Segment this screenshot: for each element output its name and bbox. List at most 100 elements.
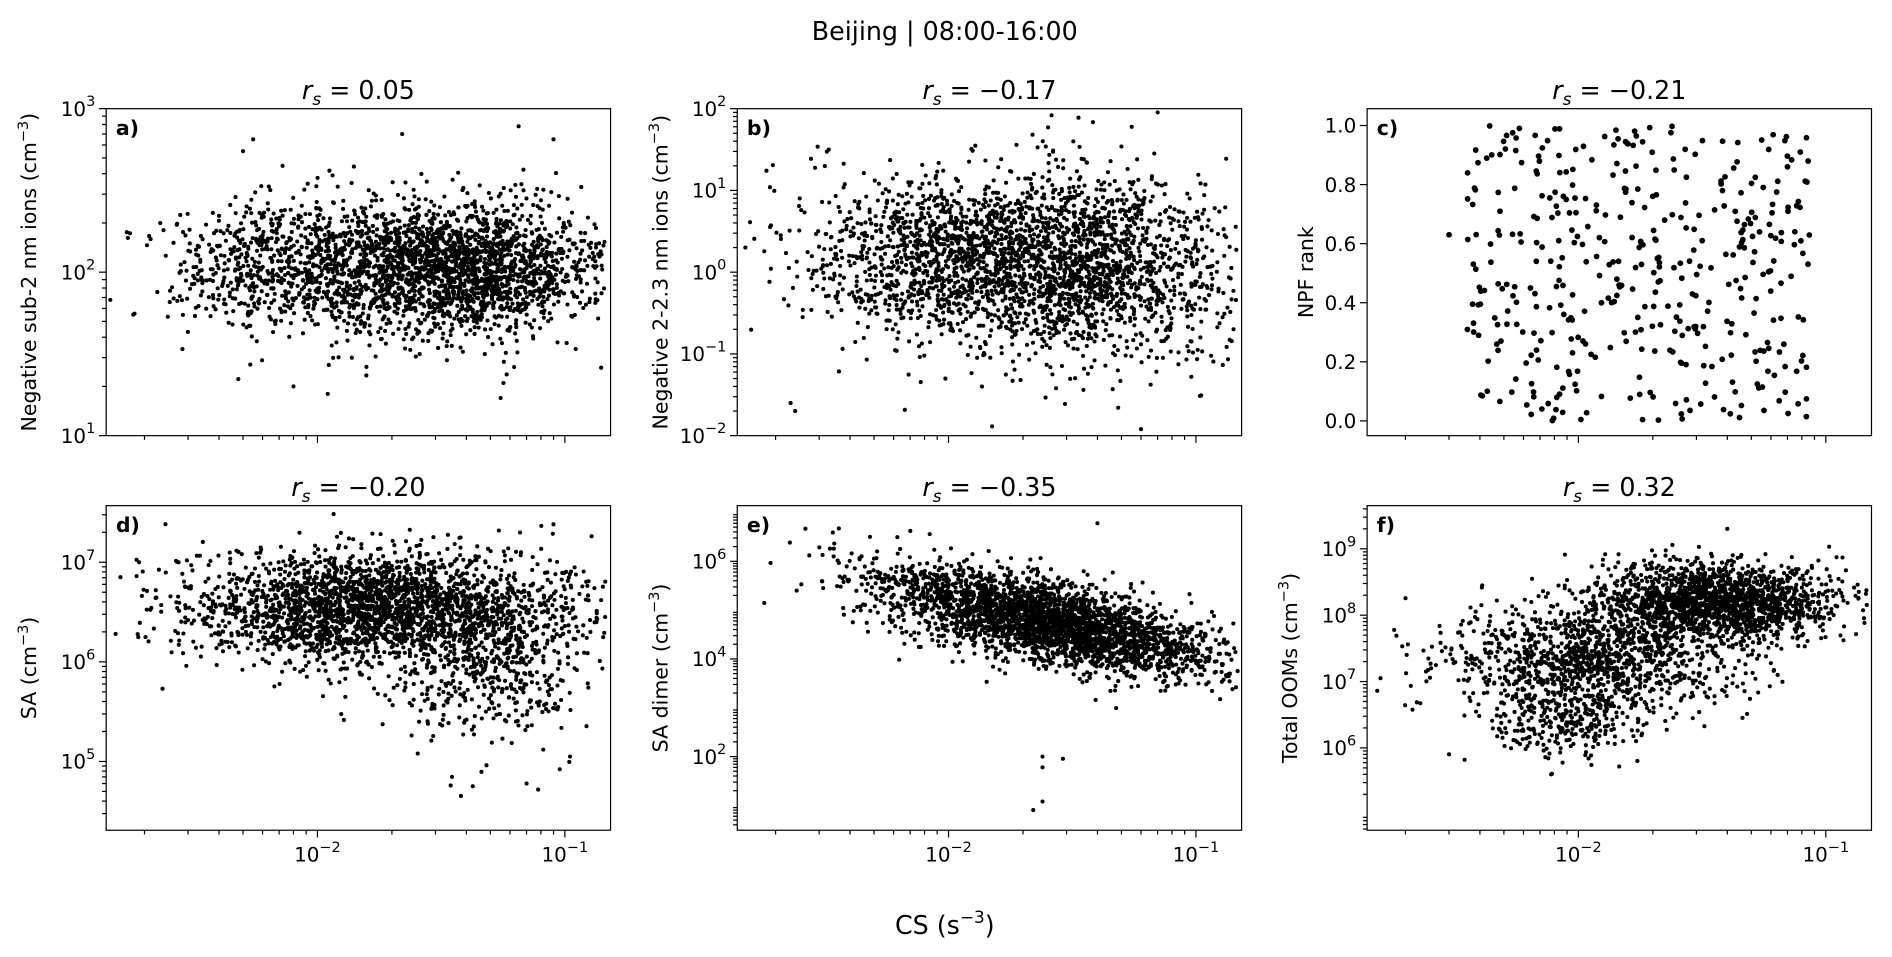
data-point: [1165, 238, 1170, 243]
data-point: [374, 198, 379, 203]
data-point: [1131, 307, 1137, 312]
data-point: [1049, 241, 1054, 246]
data-point: [942, 247, 947, 252]
data-point: [318, 207, 323, 212]
data-point: [305, 181, 310, 186]
data-point: [456, 292, 461, 297]
data-point: [561, 221, 566, 226]
data-point: [465, 292, 470, 297]
data-point: [1148, 219, 1153, 224]
data-point: [1145, 242, 1151, 248]
data-point: [1086, 269, 1091, 274]
data-point: [1096, 247, 1101, 252]
data-point: [1081, 237, 1086, 242]
data-point: [1143, 316, 1148, 321]
data-point: [1172, 292, 1177, 298]
data-point: [545, 297, 550, 302]
data-point: [532, 246, 537, 251]
data-point: [225, 267, 230, 272]
data-point: [1020, 296, 1025, 301]
data-point: [352, 292, 357, 297]
data-point: [486, 254, 491, 259]
data-point: [1210, 276, 1215, 281]
data-point: [1124, 339, 1129, 344]
data-point: [382, 305, 387, 311]
data-point: [1126, 237, 1131, 242]
data-point: [353, 330, 358, 336]
data-point: [279, 259, 284, 264]
data-point: [248, 362, 253, 367]
data-point: [255, 240, 260, 245]
data-point: [535, 256, 540, 261]
data-point: [574, 273, 579, 278]
data-point: [1084, 343, 1089, 349]
data-point: [786, 303, 791, 308]
data-point: [240, 149, 246, 154]
data-point: [1073, 376, 1078, 381]
label-sup: −3: [16, 121, 32, 142]
data-point: [436, 251, 441, 256]
data-point: [1032, 276, 1037, 281]
data-point: [1195, 357, 1200, 362]
data-point: [1047, 169, 1052, 174]
data-point: [183, 233, 188, 238]
data-point: [1092, 290, 1097, 295]
data-point: [535, 296, 540, 302]
data-point: [1209, 283, 1214, 288]
data-point: [488, 327, 493, 332]
data-point: [340, 253, 345, 258]
data-point: [1166, 325, 1171, 330]
data-point: [1061, 278, 1066, 283]
data-point: [524, 295, 529, 300]
data-point: [505, 328, 510, 333]
data-point: [315, 297, 320, 302]
data-point: [1179, 306, 1184, 311]
data-point: [437, 294, 442, 299]
data-point: [368, 306, 373, 311]
data-point: [192, 281, 197, 286]
data-point: [1067, 190, 1072, 195]
data-point: [1149, 296, 1154, 301]
data-point: [459, 270, 465, 275]
data-point: [841, 161, 846, 166]
data-point: [383, 341, 388, 346]
data-point: [230, 322, 235, 327]
data-point: [1148, 382, 1153, 387]
data-point: [283, 309, 288, 314]
data-point: [559, 256, 564, 261]
data-point: [388, 279, 393, 284]
data-point: [588, 245, 593, 250]
data-point: [253, 264, 258, 269]
data-point: [289, 229, 294, 235]
data-point: [505, 223, 510, 228]
data-point: [505, 208, 510, 213]
data-point: [484, 234, 490, 239]
data-point: [530, 334, 536, 339]
data-point: [420, 255, 425, 260]
data-point: [1171, 305, 1176, 310]
data-point: [400, 131, 405, 137]
data-point: [476, 291, 481, 296]
data-point: [767, 185, 773, 190]
data-point: [451, 284, 456, 289]
data-point: [553, 291, 558, 297]
data-point: [513, 306, 518, 312]
data-point: [1117, 334, 1123, 339]
data-point: [412, 245, 417, 250]
y-tick-label: 102: [61, 258, 96, 285]
data-point: [590, 257, 595, 262]
data-point: [501, 381, 506, 386]
data-point: [1115, 318, 1120, 323]
data-point: [1040, 310, 1045, 315]
data-point: [1184, 357, 1189, 362]
data-point: [1132, 267, 1137, 272]
data-point: [407, 239, 412, 244]
data-point: [488, 283, 493, 288]
data-point: [1086, 214, 1091, 219]
data-point: [1157, 268, 1162, 273]
data-point: [1101, 319, 1106, 324]
data-point: [1030, 185, 1035, 190]
data-point: [1168, 349, 1173, 354]
data-point: [1215, 325, 1220, 330]
data-point: [510, 301, 515, 306]
